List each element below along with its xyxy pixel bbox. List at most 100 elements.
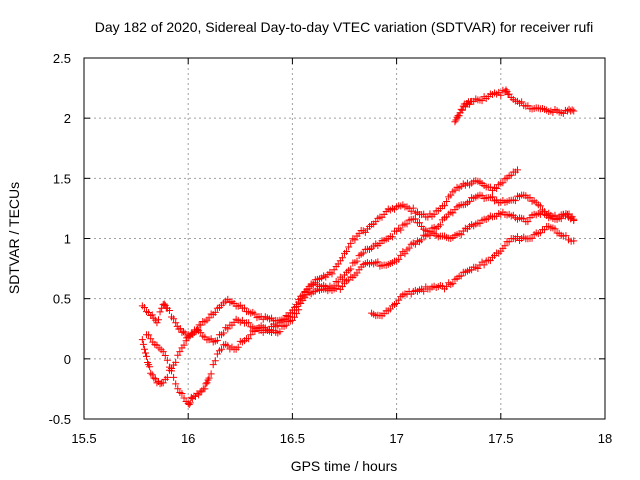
data-point-track-c — [178, 390, 186, 398]
data-point-track-a — [430, 210, 438, 218]
y-tick-label: -0.5 — [49, 412, 71, 427]
data-point-track-b — [224, 325, 232, 333]
data-point-track-c — [174, 385, 182, 393]
data-point-track-a — [181, 329, 189, 337]
data-point-track-d — [513, 233, 521, 241]
data-point-track-b — [397, 226, 405, 234]
data-point-track-b — [536, 202, 544, 210]
data-point-track-b — [466, 197, 474, 205]
data-point-track-c — [568, 213, 576, 221]
y-tick-label: 2 — [64, 111, 71, 126]
data-point-track-b — [347, 265, 355, 273]
data-point-track-a — [140, 304, 148, 312]
data-point-track-c — [159, 348, 167, 356]
data-point-track-b — [213, 336, 221, 344]
data-point-track-c — [418, 236, 426, 244]
x-tick-label: 16 — [181, 431, 195, 446]
data-point-track-c — [290, 313, 298, 321]
data-point-track-b — [388, 233, 396, 241]
data-point-track-d — [474, 265, 482, 273]
y-tick-label: 0 — [64, 352, 71, 367]
data-point-track-e — [518, 98, 526, 106]
data-point-track-c — [207, 370, 215, 378]
data-point-track-a — [338, 254, 346, 262]
x-tick-label: 18 — [598, 431, 612, 446]
data-point-track-a — [443, 197, 451, 205]
data-point-track-c — [196, 388, 204, 396]
chart-grid — [84, 58, 605, 419]
data-point-track-c — [202, 380, 210, 388]
data-point-track-b — [140, 345, 148, 353]
data-point-track-a — [148, 311, 156, 319]
data-point-track-c — [326, 282, 334, 290]
data-point-track-c — [211, 357, 219, 365]
data-point-track-c — [295, 306, 303, 314]
data-point-track-c — [201, 385, 209, 393]
data-point-track-c — [193, 390, 201, 398]
data-point-track-d — [420, 287, 428, 295]
data-point-track-a — [251, 310, 259, 318]
data-point-track-e — [565, 105, 573, 113]
data-point-track-b — [436, 221, 444, 229]
data-point-track-c — [401, 250, 409, 258]
data-point-track-a — [409, 204, 417, 212]
x-tick-label: 15.5 — [71, 431, 96, 446]
data-point-track-a — [176, 325, 184, 333]
data-point-track-c — [570, 216, 578, 224]
data-point-track-c — [334, 282, 342, 290]
data-point-track-c — [185, 401, 193, 409]
data-point-track-a — [361, 228, 369, 236]
data-point-track-e — [451, 118, 459, 126]
data-point-track-c — [168, 367, 176, 375]
data-point-track-b — [141, 349, 149, 357]
data-point-track-b — [156, 380, 164, 388]
data-point-track-b — [146, 363, 154, 371]
data-point-track-b — [147, 369, 155, 377]
data-point-track-c — [172, 380, 180, 388]
data-point-track-b — [172, 358, 180, 366]
data-point-track-b — [403, 220, 411, 228]
data-point-track-c — [205, 374, 213, 382]
data-point-track-b — [411, 215, 419, 223]
data-point-track-a — [328, 270, 336, 278]
data-point-track-e — [568, 106, 576, 114]
data-point-track-e — [502, 86, 510, 94]
data-point-track-c — [170, 373, 178, 381]
y-tick-label: 2.5 — [53, 51, 71, 66]
data-point-track-a — [187, 330, 195, 338]
y-axis-label: SDTVAR / TECUs — [6, 182, 22, 294]
data-point-track-c — [282, 321, 290, 329]
data-point-track-c — [165, 363, 173, 371]
data-point-track-a — [205, 314, 213, 322]
data-point-track-c — [426, 232, 434, 240]
data-point-track-b — [176, 348, 184, 356]
data-point-track-d — [457, 272, 465, 280]
x-tick-label: 17 — [389, 431, 403, 446]
data-point-track-a — [343, 248, 351, 256]
data-point-track-a — [180, 328, 188, 336]
data-point-track-b — [353, 257, 361, 265]
axis-ticks: -0.5 0 0.5 1 1.5 2 2.5 15.5 16 16.5 17 17.5 18 — [49, 51, 613, 446]
data-point-track-b — [416, 219, 424, 227]
data-point-track-a — [197, 321, 205, 329]
x-tick-label: 17.5 — [488, 431, 513, 446]
data-point-track-d — [570, 237, 578, 245]
data-point-track-c — [524, 218, 532, 226]
data-point-track-c — [293, 310, 301, 318]
data-point-track-b — [188, 330, 196, 338]
data-point-track-c — [405, 244, 413, 252]
y-tick-label: 0.5 — [53, 292, 71, 307]
data-point-track-b — [139, 340, 147, 348]
data-point-track-c — [541, 208, 549, 216]
data-point-track-c — [145, 331, 153, 339]
data-point-track-b — [338, 275, 346, 283]
data-point-track-b — [359, 249, 367, 257]
data-point-track-d — [443, 283, 451, 291]
data-point-track-a — [160, 300, 168, 308]
x-axis-label: GPS time / hours — [291, 458, 398, 474]
data-point-track-e — [497, 91, 505, 99]
data-point-track-a — [156, 308, 164, 316]
data-point-track-b — [488, 193, 496, 201]
data-point-track-c — [457, 231, 465, 239]
